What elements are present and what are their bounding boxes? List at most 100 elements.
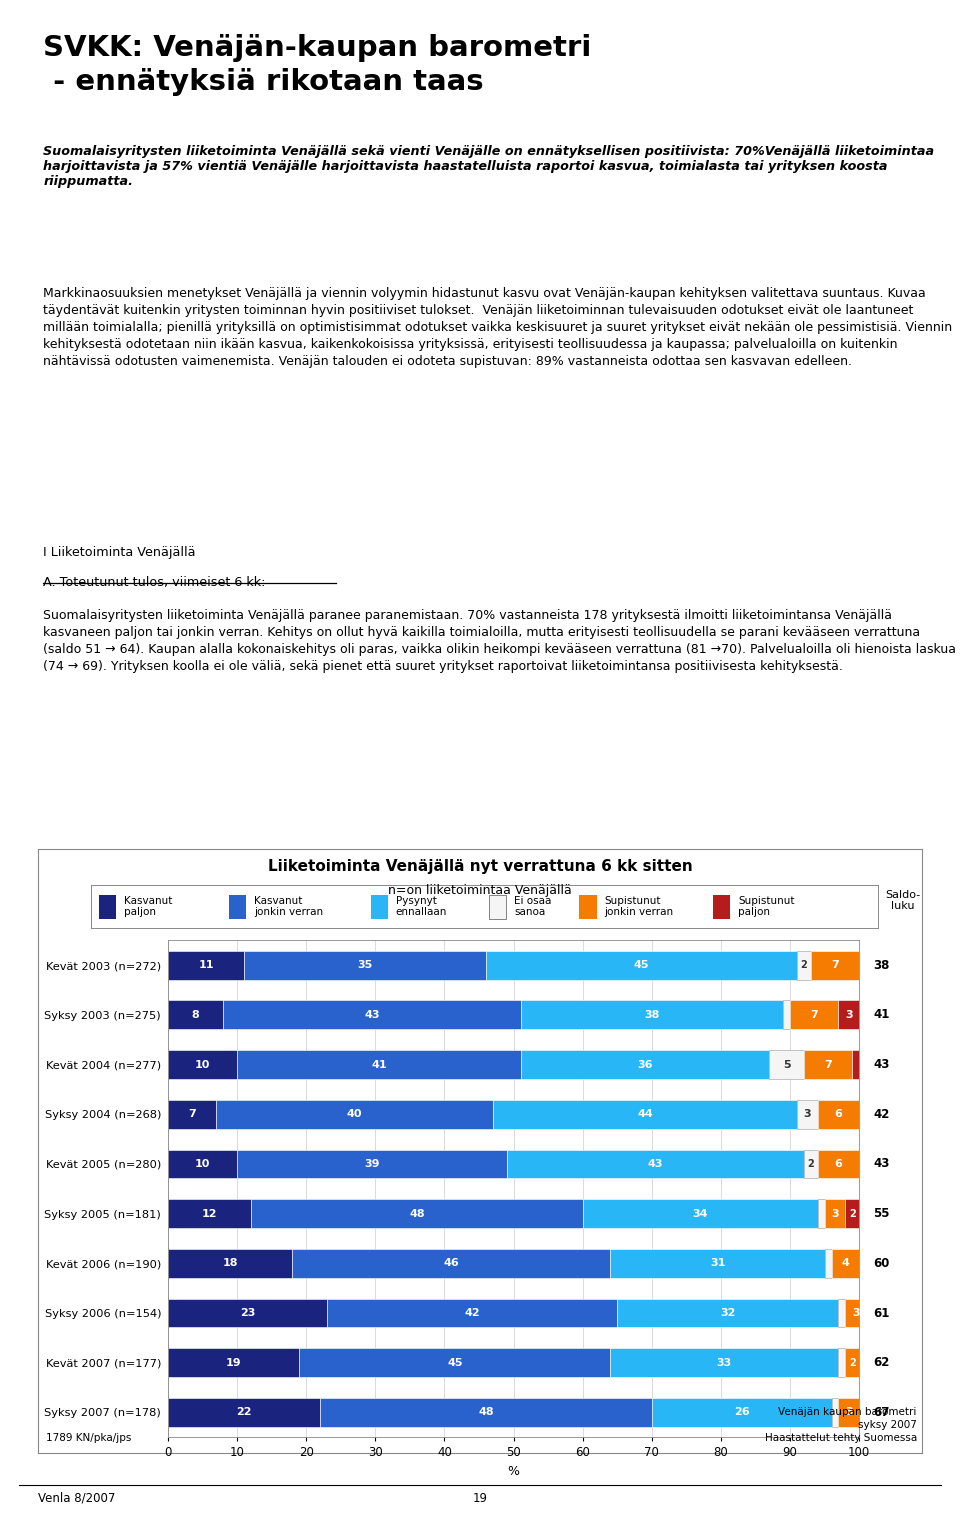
Text: 40: 40 [347, 1109, 362, 1119]
Text: 48: 48 [478, 1407, 493, 1417]
Text: 2: 2 [807, 1159, 814, 1170]
Bar [237, 1050, 520, 1079]
Bar [652, 1398, 831, 1427]
Text: 12: 12 [202, 1208, 217, 1219]
Bar [168, 1398, 320, 1427]
Text: Venla 8/2007: Venla 8/2007 [38, 1492, 116, 1505]
Text: 19: 19 [472, 1492, 488, 1505]
Bar [371, 894, 388, 919]
Text: 43: 43 [873, 1058, 889, 1072]
Text: 33: 33 [717, 1358, 732, 1368]
Text: 3: 3 [845, 1407, 852, 1417]
Bar [838, 1349, 846, 1378]
Bar [804, 1050, 852, 1079]
Text: 2: 2 [801, 960, 807, 971]
Bar [818, 1150, 859, 1179]
Text: A. Toteutunut tulos, viimeiset 6 kk:: A. Toteutunut tulos, viimeiset 6 kk: [43, 576, 266, 590]
Bar [224, 1000, 520, 1029]
Text: 42: 42 [465, 1307, 480, 1318]
Text: 26: 26 [733, 1407, 750, 1417]
Text: 3: 3 [804, 1109, 811, 1119]
Bar [831, 1249, 859, 1278]
Bar [838, 1000, 859, 1029]
Text: Kasvanut
jonkin verran: Kasvanut jonkin verran [254, 896, 324, 917]
Text: 60: 60 [873, 1257, 889, 1271]
Text: 41: 41 [873, 1008, 889, 1021]
Text: 4: 4 [841, 1258, 850, 1269]
Bar [818, 1099, 859, 1128]
Bar [769, 1050, 804, 1079]
Bar [168, 1099, 216, 1128]
Text: Ei osaa
sanoa: Ei osaa sanoa [514, 896, 551, 917]
Text: 1789 KN/pka/jps: 1789 KN/pka/jps [46, 1433, 132, 1443]
Bar [846, 1349, 859, 1378]
Bar [846, 1199, 859, 1228]
Bar [507, 1150, 804, 1179]
Bar [818, 1199, 825, 1228]
Bar [168, 1298, 327, 1327]
Text: 45: 45 [634, 960, 649, 971]
Bar [216, 1099, 492, 1128]
Text: Markkinaosuuksien menetykset Venäjällä ja viennin volyymin hidastunut kasvu ovat: Markkinaosuuksien menetykset Venäjällä j… [43, 287, 952, 368]
Text: 44: 44 [637, 1109, 653, 1119]
Bar [579, 894, 596, 919]
Bar [797, 1099, 818, 1128]
Bar [251, 1199, 583, 1228]
Bar [617, 1298, 838, 1327]
Bar [492, 1099, 797, 1128]
Bar [168, 1199, 251, 1228]
Text: 8: 8 [192, 1009, 200, 1020]
Bar [859, 951, 866, 980]
Bar [611, 1349, 838, 1378]
Text: Kasvanut
paljon: Kasvanut paljon [124, 896, 173, 917]
Bar [237, 1150, 507, 1179]
X-axis label: %: % [508, 1465, 519, 1479]
Text: 6: 6 [834, 1109, 843, 1119]
Text: 43: 43 [364, 1009, 379, 1020]
Bar [293, 1249, 611, 1278]
Bar [825, 1199, 846, 1228]
Text: 48: 48 [409, 1208, 424, 1219]
Bar [486, 951, 797, 980]
Bar [520, 1050, 769, 1079]
Text: Supistunut
jonkin verran: Supistunut jonkin verran [605, 896, 674, 917]
Text: 41: 41 [371, 1060, 387, 1070]
Text: 67: 67 [873, 1405, 889, 1419]
Text: SVKK: Venäjän-kaupan barometri
 - ennätyksiä rikotaan taas: SVKK: Venäjän-kaupan barometri - ennätyk… [43, 34, 591, 96]
Text: 19: 19 [226, 1358, 242, 1368]
Text: 7: 7 [188, 1109, 196, 1119]
Text: 43: 43 [873, 1157, 889, 1171]
Text: 38: 38 [644, 1009, 660, 1020]
Bar [852, 1050, 859, 1079]
Bar [713, 894, 731, 919]
Bar [797, 951, 811, 980]
Text: 3: 3 [852, 1307, 859, 1318]
Bar [168, 1349, 300, 1378]
Text: 6: 6 [834, 1159, 843, 1170]
Text: Venäjän kaupan barometri
syksy 2007
Haastattelut tehty Suomessa: Venäjän kaupan barometri syksy 2007 Haas… [764, 1407, 917, 1443]
Bar [489, 894, 506, 919]
Bar [300, 1349, 611, 1378]
Text: 7: 7 [831, 960, 839, 971]
Text: 43: 43 [648, 1159, 663, 1170]
Text: n=on liiketoimintaa Venäjällä: n=on liiketoimintaa Venäjällä [388, 884, 572, 898]
Text: 46: 46 [444, 1258, 459, 1269]
Text: Suomalaisyritysten liiketoiminta Venäjällä paranee paranemistaan. 70% vastanneis: Suomalaisyritysten liiketoiminta Venäjäl… [43, 609, 956, 673]
Text: 2: 2 [849, 1208, 855, 1219]
Bar [99, 894, 116, 919]
Bar [168, 1000, 224, 1029]
Text: 11: 11 [199, 960, 214, 971]
Text: 10: 10 [195, 1060, 210, 1070]
Text: 32: 32 [720, 1307, 735, 1318]
Text: 10: 10 [195, 1159, 210, 1170]
Bar [244, 951, 486, 980]
Text: 42: 42 [873, 1107, 889, 1121]
Bar [831, 1398, 838, 1427]
Text: Suomalaisyritysten liiketoiminta Venäjällä sekä vienti Venäjälle on ennätykselli: Suomalaisyritysten liiketoiminta Venäjäl… [43, 145, 934, 188]
Bar [804, 1150, 818, 1179]
Bar [168, 951, 244, 980]
Text: 18: 18 [223, 1258, 238, 1269]
Text: 3: 3 [831, 1208, 839, 1219]
Text: 34: 34 [692, 1208, 708, 1219]
Bar [790, 1000, 838, 1029]
